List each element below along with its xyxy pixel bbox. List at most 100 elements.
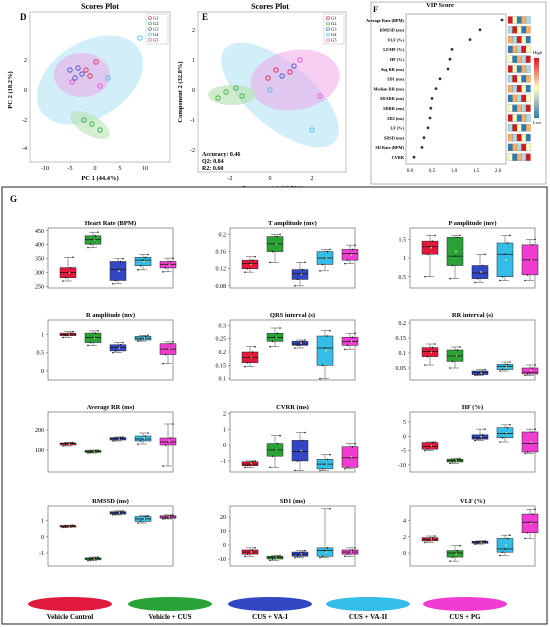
data-point (484, 540, 486, 542)
data-point (246, 267, 249, 270)
data-point (139, 264, 142, 267)
box-chart-frame (229, 319, 356, 381)
data-point (251, 259, 254, 261)
data-point (271, 455, 274, 458)
data-point (459, 544, 461, 547)
data-point (434, 234, 436, 237)
data-point (426, 253, 429, 256)
data-point (119, 260, 122, 263)
vip-point (429, 106, 433, 110)
y-tick-label: 0 (223, 543, 226, 549)
panel-d-yticks: 2 0 -2 -4 (22, 58, 27, 152)
data-point (169, 342, 172, 345)
vip-heat-cell (521, 26, 527, 34)
data-point (296, 344, 299, 347)
data-point (324, 347, 326, 349)
y-tick-label: 0 (403, 551, 406, 557)
data-point (481, 264, 484, 267)
vip-heat-cell (525, 104, 531, 112)
data-point (172, 341, 174, 343)
data-point (504, 253, 506, 256)
vip-axes (405, 13, 507, 165)
data-point (62, 336, 64, 339)
vip-feature-label: Avg RR (ms) (380, 67, 404, 72)
mean-marker (505, 258, 507, 261)
vip-colorbar-low: Low (533, 120, 542, 125)
vip-heat-cell (525, 94, 531, 103)
svg-text:-2: -2 (190, 148, 195, 154)
data-point (534, 238, 536, 241)
data-point (164, 267, 167, 269)
y-tick-label: 0.08 (216, 284, 227, 290)
data-point (299, 450, 301, 453)
y-tick-label: 0.05 (396, 366, 407, 372)
data-point (349, 252, 351, 255)
vip-feature-label: LF (%) (390, 126, 404, 131)
data-point (117, 346, 119, 349)
data-point (304, 549, 306, 552)
box (316, 335, 334, 366)
vip-heat-cell (516, 94, 522, 103)
mean-marker (350, 253, 352, 256)
panel-d-letter: D (20, 12, 27, 22)
data-point (271, 250, 274, 253)
vip-heat-cell (516, 114, 522, 122)
data-point (279, 233, 281, 236)
data-point (144, 335, 147, 338)
data-point (474, 439, 476, 442)
data-point (349, 340, 351, 343)
data-point (531, 244, 534, 246)
data-point (87, 452, 89, 454)
mean-marker (530, 441, 532, 443)
data-point (67, 271, 69, 274)
data-point (526, 451, 529, 453)
panel-e-xticks: -2 0 2 (228, 176, 314, 182)
data-point (172, 423, 174, 425)
svg-text:0.5: 0.5 (429, 169, 436, 174)
data-point (147, 514, 149, 517)
data-point (167, 441, 169, 443)
data-point (301, 439, 304, 442)
vip-point (446, 67, 450, 71)
data-point (119, 510, 122, 513)
vip-heat-cell (516, 153, 522, 161)
vip-heat-cell (516, 134, 522, 142)
panel-f-title: VIP Score (426, 2, 454, 9)
svg-text:Accuracy: 0.46: Accuracy: 0.46 (202, 152, 240, 158)
data-point (524, 452, 526, 455)
panel-e-stats: Accuracy: 0.46 Q2: 0.84 R2: 0.60 (202, 152, 240, 172)
data-point (92, 450, 94, 453)
data-point (524, 374, 526, 377)
data-point (499, 441, 501, 443)
vip-point (500, 18, 504, 22)
svg-text:10: 10 (142, 166, 148, 172)
vip-feature-label: VLF (%) (387, 37, 404, 42)
data-point (354, 332, 356, 335)
data-point (299, 343, 301, 345)
vip-point (420, 146, 424, 149)
svg-text:-1: -1 (190, 118, 195, 124)
vip-point (412, 155, 416, 159)
data-point (459, 234, 461, 237)
vip-heat-cell (525, 114, 531, 122)
vip-heat-cell (507, 153, 513, 161)
vip-heat-cell (525, 84, 531, 93)
data-point (89, 559, 92, 561)
y-tick-label: 0.2 (219, 350, 227, 356)
data-point (434, 535, 436, 537)
y-tick-label: 0.5 (37, 351, 45, 357)
data-point (329, 453, 331, 456)
panel-d: D Scores Plot G1 G2 G3 G4 G5 -10 -5 0 5 … (7, 2, 171, 182)
data-point (474, 543, 476, 545)
vip-heat-cell (521, 65, 527, 73)
y-tick-label: 0.15 (396, 336, 407, 342)
legend-label: CUS + VA-II (349, 613, 388, 621)
box-chart: RR interval (s) 0.05 0.1 0.15 0.2 (396, 312, 539, 381)
box (241, 259, 259, 269)
y-tick-label: 2 (403, 535, 406, 541)
data-point (351, 336, 354, 339)
data-point (451, 360, 454, 363)
box-chart-frame (229, 411, 356, 473)
data-point (279, 434, 281, 437)
data-point (294, 285, 296, 287)
